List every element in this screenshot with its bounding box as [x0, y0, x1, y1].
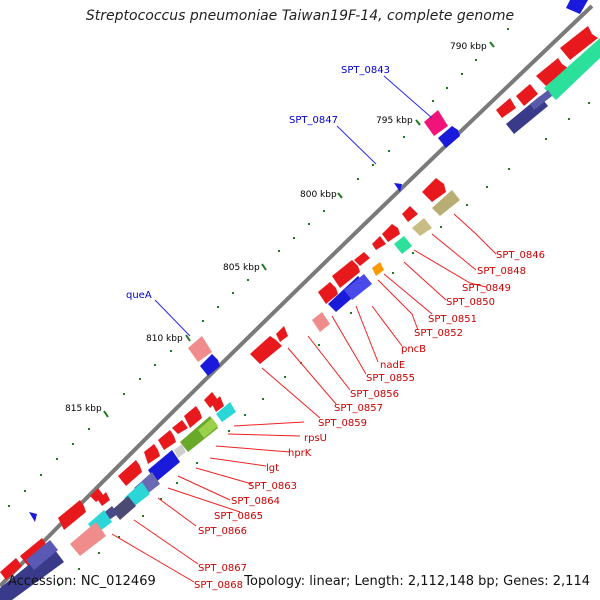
- gene-cluster-top-right: [496, 26, 600, 134]
- gene-block: [70, 522, 106, 556]
- kbp-tick: 795 kbp: [376, 116, 421, 126]
- gene-arrow: [354, 252, 370, 266]
- gene-block: [216, 402, 236, 422]
- gene-block: [394, 236, 412, 254]
- gene-arrow: [172, 420, 188, 434]
- gene-block: [188, 336, 212, 362]
- gene-label[interactable]: SPT_0848: [477, 266, 526, 277]
- gene-label[interactable]: SPT_0864: [231, 496, 280, 507]
- gene-block: [174, 444, 186, 458]
- gene-arrow: [402, 206, 418, 222]
- feature-arrow: [29, 512, 37, 522]
- gene-block: [530, 90, 552, 110]
- gene-block: [412, 218, 432, 236]
- gene-cluster-lower: [0, 392, 236, 600]
- gene-block: [148, 450, 180, 482]
- gene-arrow: [144, 444, 160, 464]
- gene-label[interactable]: nadE: [380, 360, 405, 371]
- gene-block: [432, 190, 460, 216]
- genome-summary: Topology: linear; Length: 2,112,148 bp; …: [244, 574, 590, 589]
- svg-text:815 kbp: 815 kbp: [65, 404, 102, 414]
- feature-arrow: [566, 0, 588, 14]
- gene-arrow: [118, 460, 142, 486]
- gene-arrow: [536, 58, 568, 86]
- minor-ticks-inner: [58, 102, 590, 586]
- gene-label[interactable]: lgt: [266, 463, 279, 474]
- gene-arrow: [204, 392, 218, 408]
- gene-label[interactable]: SPT_0852: [414, 328, 463, 339]
- gene-arrow: [0, 558, 22, 580]
- gene-arrow: [382, 224, 400, 242]
- gene-block: [198, 418, 218, 438]
- svg-text:805 kbp: 805 kbp: [223, 263, 260, 273]
- feature-arrow: [394, 183, 402, 192]
- svg-text:790 kbp: 790 kbp: [450, 42, 487, 52]
- gene-label[interactable]: SPT_0859: [318, 418, 367, 429]
- gene-label[interactable]: SPT_0866: [198, 526, 247, 537]
- gene-arrow: [58, 500, 86, 530]
- gene-label[interactable]: SPT_0849: [462, 283, 511, 294]
- kbp-tick: 815 kbp: [65, 404, 109, 418]
- gene-arrow: [372, 236, 386, 250]
- gene-block: [344, 274, 372, 300]
- svg-text:800 kbp: 800 kbp: [300, 190, 337, 200]
- map-title: Streptococcus pneumoniae Taiwan19F-14, c…: [85, 8, 515, 24]
- gene-arrow: [212, 396, 224, 412]
- minor-ticks-outer: [8, 28, 509, 507]
- gene-label[interactable]: SPT_0846: [496, 250, 545, 261]
- gene-label[interactable]: hprK: [288, 448, 312, 459]
- leader-lines-blue: [154, 75, 433, 337]
- gene-label[interactable]: rpsU: [304, 433, 327, 444]
- gene-arrow: [318, 282, 338, 304]
- gene-arrow: [496, 98, 516, 118]
- gene-label[interactable]: SPT_0865: [214, 511, 263, 522]
- gene-label[interactable]: SPT_0843: [341, 65, 390, 76]
- gene-label[interactable]: SPT_0850: [446, 297, 495, 308]
- kbp-tick: 805 kbp: [223, 263, 267, 273]
- gene-arrow: [250, 336, 282, 364]
- gene-arrow: [184, 406, 202, 428]
- gene-arrow: [158, 430, 176, 450]
- kbp-tick: 790 kbp: [450, 41, 495, 52]
- gene-block: [0, 546, 64, 600]
- gene-block: [312, 312, 330, 332]
- gene-block: [424, 110, 448, 136]
- gene-label[interactable]: SPT_0857: [334, 403, 383, 414]
- gene-arrow: [516, 84, 538, 106]
- kbp-tick: 800 kbp: [300, 190, 343, 200]
- gene-arrow: [438, 126, 460, 148]
- gene-label[interactable]: SPT_0868: [194, 580, 243, 591]
- gene-arrow: [276, 326, 288, 342]
- gene-label[interactable]: SPT_0867: [198, 563, 247, 574]
- gene-label[interactable]: SPT_0847: [289, 115, 338, 126]
- gene-arrow: [200, 354, 220, 376]
- gene-label[interactable]: pncB: [401, 344, 426, 355]
- leader-lines-red: [111, 213, 497, 583]
- gene-arrow: [332, 260, 360, 288]
- genome-backbone: [0, 4, 594, 588]
- svg-text:810 kbp: 810 kbp: [146, 334, 183, 344]
- gene-arrow: [20, 538, 48, 566]
- gene-arrow: [422, 178, 446, 202]
- svg-text:795 kbp: 795 kbp: [376, 116, 413, 126]
- accession-label: Accession: NC_012469: [8, 574, 156, 589]
- gene-label[interactable]: SPT_0856: [350, 389, 399, 400]
- gene-cluster-middle: [250, 178, 460, 364]
- gene-arrow: [560, 26, 598, 60]
- gene-label[interactable]: SPT_0851: [428, 314, 477, 325]
- gene-block: [26, 540, 58, 570]
- gene-arrow: [98, 492, 110, 506]
- gene-block: [544, 38, 600, 100]
- gene-label[interactable]: queA: [126, 290, 152, 301]
- gene-label[interactable]: SPT_0855: [366, 373, 415, 384]
- kbp-tick: 810 kbp: [146, 334, 191, 344]
- gene-block: [372, 262, 384, 276]
- gene-label[interactable]: SPT_0863: [248, 481, 297, 492]
